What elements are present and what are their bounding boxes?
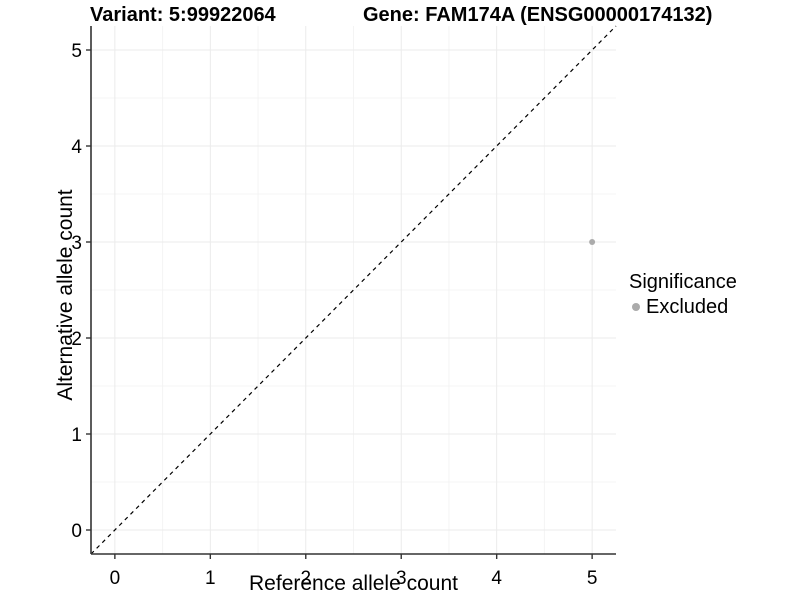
x-tick-label: 5 bbox=[587, 568, 598, 589]
legend-title: Significance bbox=[629, 271, 737, 293]
legend-item-excluded: Excluded bbox=[632, 295, 737, 319]
y-tick-label: 5 bbox=[71, 41, 82, 62]
x-tick-label: 1 bbox=[205, 568, 216, 589]
x-tick-label: 3 bbox=[396, 568, 407, 589]
gene-title: Gene: FAM174A (ENSG00000174132) bbox=[363, 4, 713, 26]
x-tick-label: 0 bbox=[110, 568, 121, 589]
y-axis-title: Alternative allele count bbox=[54, 189, 77, 401]
excluded-point-icon bbox=[632, 303, 640, 311]
y-tick-label: 0 bbox=[71, 521, 82, 542]
y-tick-label: 2 bbox=[71, 329, 82, 350]
data-point bbox=[589, 239, 596, 245]
variant-title: Variant: 5:99922064 bbox=[90, 4, 276, 26]
legend-item-label: Excluded bbox=[646, 296, 729, 318]
y-tick-label: 3 bbox=[71, 233, 82, 254]
y-tick-label: 4 bbox=[71, 137, 82, 158]
x-axis-title: Reference allele count bbox=[249, 572, 458, 595]
x-tick-label: 2 bbox=[300, 568, 311, 589]
y-tick-label: 1 bbox=[71, 425, 82, 446]
legend: Significance Excluded bbox=[629, 270, 737, 319]
x-tick-label: 4 bbox=[491, 568, 502, 589]
